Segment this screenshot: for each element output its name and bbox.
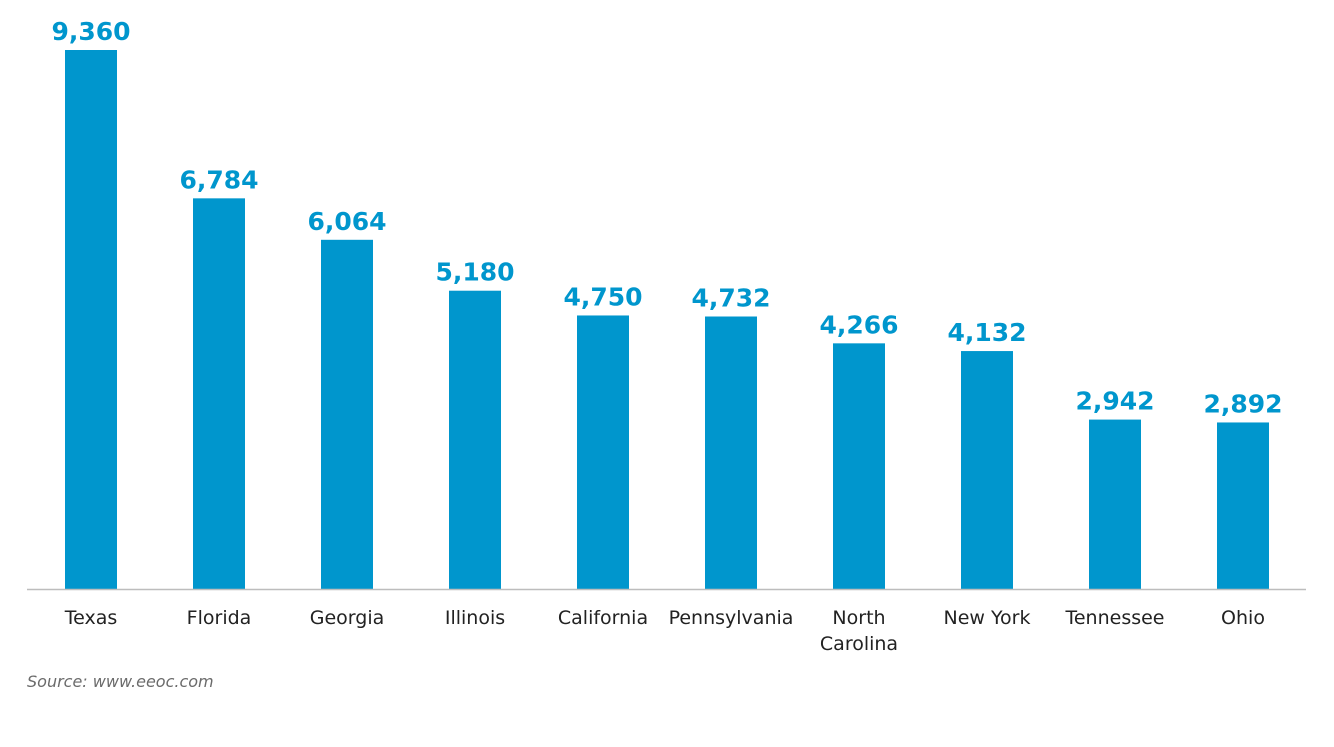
x-tick-label: Pennsylvania bbox=[669, 607, 794, 629]
data-label: 2,942 bbox=[1075, 387, 1154, 416]
data-label: 4,132 bbox=[947, 318, 1026, 347]
x-tick-label-line: Florida bbox=[187, 607, 252, 629]
x-tick-label-line: North bbox=[832, 607, 885, 629]
x-tick-label-line: Ohio bbox=[1221, 607, 1265, 629]
bar bbox=[1217, 422, 1269, 589]
bar bbox=[193, 198, 245, 590]
data-label: 6,784 bbox=[179, 165, 258, 194]
x-tick-label-line: Pennsylvania bbox=[669, 607, 794, 629]
x-tick-label: Florida bbox=[187, 607, 252, 629]
bar bbox=[449, 290, 501, 589]
data-label: 9,360 bbox=[51, 17, 130, 46]
bar bbox=[65, 50, 117, 589]
x-tick-label-line: New York bbox=[943, 607, 1030, 629]
x-tick-label-line: Illinois bbox=[445, 607, 505, 629]
x-tick-label: North Carolina bbox=[820, 607, 898, 655]
x-tick-label: Illinois bbox=[445, 607, 505, 629]
x-tick-label: Georgia bbox=[310, 607, 385, 629]
data-label: 4,750 bbox=[563, 282, 642, 311]
source-note: Source: www.eeoc.com bbox=[27, 672, 214, 691]
x-tick-label: Ohio bbox=[1221, 607, 1265, 629]
bar bbox=[577, 315, 629, 589]
data-label: 5,180 bbox=[435, 258, 514, 287]
bar bbox=[321, 239, 373, 590]
x-tick-label-line: Georgia bbox=[310, 607, 385, 629]
data-label: 6,064 bbox=[307, 207, 386, 236]
x-tick-label: Texas bbox=[64, 607, 118, 629]
bar bbox=[705, 316, 757, 589]
x-tick-label: New York bbox=[943, 607, 1030, 629]
bar bbox=[833, 343, 885, 589]
data-label: 2,892 bbox=[1203, 389, 1282, 418]
x-tick-label-line: Texas bbox=[64, 607, 118, 629]
x-tick-label-line: California bbox=[558, 607, 648, 629]
bar bbox=[1089, 419, 1141, 589]
x-tick-label-line: Carolina bbox=[820, 633, 898, 655]
data-label: 4,732 bbox=[691, 284, 770, 313]
x-tick-label: California bbox=[558, 607, 648, 629]
x-tick-label-line: Tennessee bbox=[1064, 607, 1164, 629]
bar bbox=[961, 351, 1013, 589]
data-label: 4,266 bbox=[819, 310, 898, 339]
x-tick-label: Tennessee bbox=[1064, 607, 1164, 629]
